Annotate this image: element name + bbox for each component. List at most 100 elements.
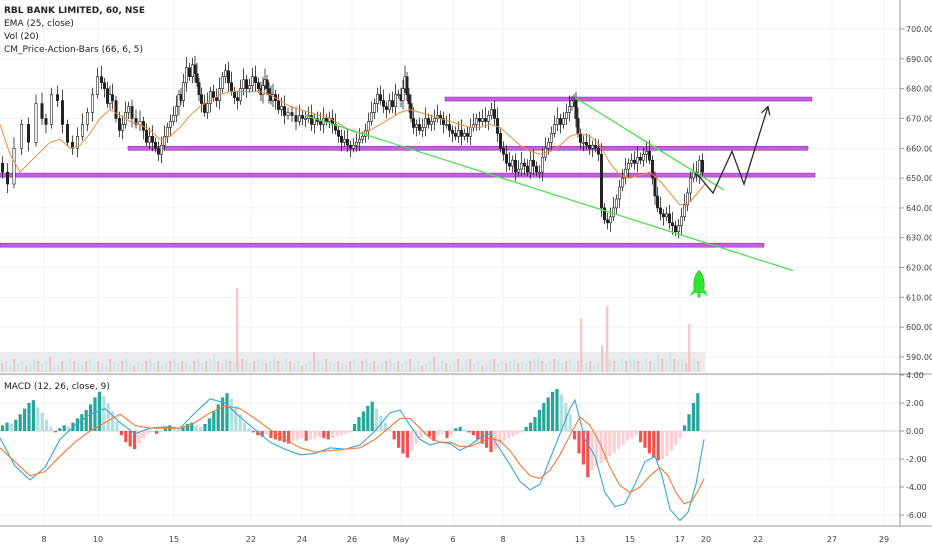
macd-histogram-bar <box>467 431 471 433</box>
candle-body <box>86 112 90 125</box>
candle-body <box>685 192 689 206</box>
volume-bar <box>537 356 540 372</box>
price-tick-label: 600.00 <box>906 323 932 332</box>
volume-bar <box>281 363 284 372</box>
volume-bar <box>465 361 468 372</box>
macd-histogram-bar <box>251 431 255 433</box>
candle-body <box>134 118 138 125</box>
projection-arrow-path[interactable] <box>697 106 769 195</box>
price-axis[interactable]: 700.00 690.00 680.00 670.00 660.00 650.00 640.… <box>899 0 932 526</box>
price-tick-label: 650.00 <box>906 174 932 183</box>
candle-body <box>426 118 430 125</box>
macd-histogram-bar <box>27 403 31 431</box>
macd-histogram-bar <box>577 431 581 454</box>
price-pane[interactable]: RBL BANK LIMITED, 60, NSE EMA (25, close… <box>0 0 900 526</box>
candle-body <box>290 112 294 116</box>
macd-histogram-bar <box>128 431 132 447</box>
candle-body <box>300 115 304 119</box>
macd-histogram-bar <box>348 431 352 433</box>
volume-bar <box>61 361 64 372</box>
volume-bar <box>225 358 228 372</box>
macd-line <box>0 398 705 522</box>
macd-histogram-bar <box>656 431 660 461</box>
volume-bar <box>573 363 576 372</box>
candle-body <box>369 112 373 122</box>
candle-body <box>256 82 260 89</box>
candle-body <box>191 64 195 78</box>
volume-bar <box>9 365 12 372</box>
volume-bar <box>221 363 224 372</box>
candle-body <box>531 159 535 167</box>
candle-body <box>193 64 197 75</box>
trendlines[interactable] <box>304 97 794 272</box>
candle-body <box>417 124 421 131</box>
candle-body <box>679 216 683 227</box>
macd-histogram-bar <box>97 391 101 431</box>
volume-bar <box>1 363 4 372</box>
volume-bar <box>301 365 304 372</box>
candle-body <box>242 79 246 89</box>
macd-histogram-bar <box>687 414 691 431</box>
candle-body <box>653 177 657 197</box>
volume-bar <box>553 358 556 372</box>
candle-body <box>169 121 173 128</box>
sr-band <box>0 242 765 248</box>
macd-histogram-bar <box>678 431 682 438</box>
time-tick-label: 15 <box>169 535 179 544</box>
macd-histogram-bar <box>603 431 607 461</box>
time-tick-label: 20 <box>701 535 711 544</box>
candle-body <box>516 168 520 173</box>
volume-bar <box>133 365 136 372</box>
macd-histogram-bar <box>370 401 374 431</box>
macd-histogram-bar <box>309 431 313 440</box>
volume-bar <box>329 361 332 372</box>
volume-bar <box>41 363 44 372</box>
candle-body <box>200 94 204 104</box>
macd-histogram-bar <box>537 410 541 431</box>
volume-bar <box>697 361 700 372</box>
macd-signal-line <box>0 405 705 505</box>
candle-body <box>432 118 436 122</box>
volume-bar <box>609 358 612 372</box>
candle-body <box>297 115 301 122</box>
candle-body <box>626 162 630 170</box>
volume-bar <box>145 361 148 372</box>
candle-body <box>151 136 155 143</box>
volume-bar <box>189 365 192 372</box>
candle-body <box>55 94 59 101</box>
candle-body <box>44 118 48 125</box>
volume-bar <box>101 363 104 372</box>
candle-body <box>209 91 213 104</box>
volume-bar <box>441 361 444 372</box>
volume-bar <box>633 358 636 372</box>
candle-body <box>215 97 219 101</box>
macd-histogram-bar <box>124 431 128 443</box>
macd-histogram-bar <box>40 412 44 431</box>
candle-body <box>342 139 346 143</box>
candle-body <box>492 109 496 119</box>
support-resistance-bands[interactable] <box>0 96 816 248</box>
volume-bar <box>693 358 696 372</box>
candle-body <box>441 118 445 125</box>
volume-bar <box>417 361 420 372</box>
macd-histogram-bar <box>691 403 695 431</box>
macd-histogram-bar <box>23 408 27 431</box>
time-tick-label: 29 <box>879 535 889 544</box>
candle-body <box>587 144 591 149</box>
volume-bar <box>521 361 524 372</box>
candle-body <box>396 94 400 96</box>
volume-bar <box>641 363 644 372</box>
candle-body <box>540 156 544 173</box>
volume-bar <box>617 363 620 372</box>
candle-body <box>19 124 23 149</box>
candle-body <box>212 91 216 98</box>
candle-body <box>351 144 355 149</box>
macd-histogram-bar <box>392 431 396 440</box>
volume-bar <box>389 358 392 372</box>
volume-bar <box>233 363 236 372</box>
candle-body <box>318 121 322 125</box>
time-axis[interactable]: 8 10 15 22 24 26 May 6 8 13 15 17 20 22 27 29 <box>0 525 932 544</box>
candle-body <box>121 124 125 131</box>
macd-pane[interactable]: MACD (12, 26, close, 9) <box>0 374 900 522</box>
volume-bar <box>257 358 260 372</box>
